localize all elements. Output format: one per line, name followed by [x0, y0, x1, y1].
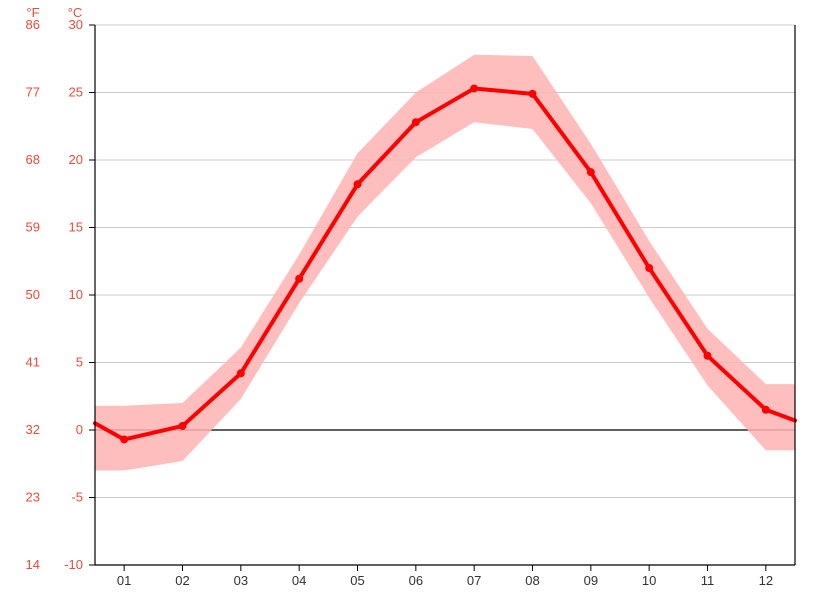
x-tick-label: 07: [467, 573, 481, 588]
data-point: [587, 169, 594, 176]
x-tick-label: 08: [525, 573, 539, 588]
y-tick-label-f: 77: [26, 85, 40, 100]
x-tick-label: 02: [175, 573, 189, 588]
y-tick-label-c: 5: [76, 355, 83, 370]
x-tick-label: 12: [759, 573, 773, 588]
data-point: [762, 406, 769, 413]
y-tick-label-c: 20: [69, 152, 83, 167]
y-tick-label-f: 41: [26, 355, 40, 370]
data-point: [354, 181, 361, 188]
data-point: [704, 352, 711, 359]
x-tick-label: 10: [642, 573, 656, 588]
data-point: [471, 85, 478, 92]
y-tick-label-c: -5: [71, 490, 83, 505]
y-tick-label-f: 23: [26, 490, 40, 505]
y-tick-label-f: 50: [26, 287, 40, 302]
y-tick-label-c: 0: [76, 422, 83, 437]
y-tick-label-f: 32: [26, 422, 40, 437]
y-tick-label-c: -10: [64, 557, 83, 572]
y-tick-label-f: 68: [26, 152, 40, 167]
data-point: [179, 422, 186, 429]
y-tick-label-f: 59: [26, 220, 40, 235]
y-tick-label-c: 15: [69, 220, 83, 235]
x-tick-label: 06: [409, 573, 423, 588]
chart-svg: 010203040506070809101112-10-505101520253…: [0, 0, 815, 611]
x-tick-label: 01: [117, 573, 131, 588]
data-point: [296, 275, 303, 282]
y-tick-label-c: 10: [69, 287, 83, 302]
data-point: [529, 90, 536, 97]
data-point: [121, 436, 128, 443]
x-tick-label: 05: [350, 573, 364, 588]
x-tick-label: 11: [701, 573, 715, 588]
temperature-chart: 010203040506070809101112-10-505101520253…: [0, 0, 815, 611]
x-tick-label: 04: [292, 573, 306, 588]
data-point: [412, 119, 419, 126]
x-tick-label: 03: [234, 573, 248, 588]
y-tick-label-f: 14: [26, 557, 40, 572]
unit-label-f: °F: [26, 5, 39, 20]
y-tick-label-c: 25: [69, 85, 83, 100]
data-point: [646, 265, 653, 272]
x-tick-label: 09: [584, 573, 598, 588]
unit-label-c: °C: [68, 5, 83, 20]
data-point: [237, 370, 244, 377]
